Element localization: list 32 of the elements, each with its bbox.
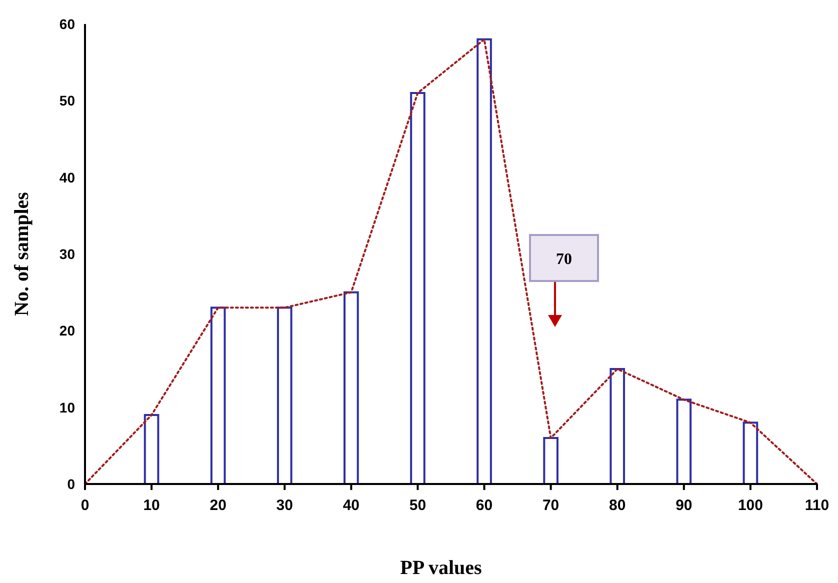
x-tick-label: 0 [80, 497, 90, 514]
x-tick-label: 40 [342, 497, 360, 514]
y-tick-label: 30 [59, 246, 76, 262]
x-tick-label: 60 [476, 497, 493, 514]
bar [543, 437, 558, 485]
y-tick-label: 0 [67, 476, 76, 492]
bar [276, 306, 292, 485]
x-axis-title: PP values [400, 557, 482, 579]
bar [144, 414, 160, 485]
bar [742, 422, 758, 485]
x-tick-label: 30 [276, 497, 293, 514]
x-tick-label: 90 [676, 497, 692, 514]
y-axis-title: No. of samples [11, 192, 33, 316]
x-tick-label: 80 [609, 497, 626, 514]
bar [210, 306, 226, 485]
annotation: 70 [556, 251, 572, 268]
x-tick-label: 100 [738, 497, 763, 514]
x-tick-label: 70 [542, 497, 560, 514]
bar [610, 368, 626, 485]
x-tick-label: 20 [210, 497, 226, 514]
bar [344, 291, 359, 485]
y-tick-label: 40 [59, 169, 76, 186]
bar [676, 398, 692, 485]
x-tick-label: 10 [143, 497, 160, 514]
y-tick-label: 50 [59, 92, 76, 109]
x-tick-label: 110 [804, 497, 830, 514]
y-tick-label: 60 [59, 16, 76, 32]
y-tick-label: 10 [59, 399, 76, 416]
bar [410, 92, 426, 485]
bar [476, 38, 492, 485]
y-tick-label: 20 [59, 322, 76, 339]
x-tick-label: 50 [409, 497, 426, 514]
